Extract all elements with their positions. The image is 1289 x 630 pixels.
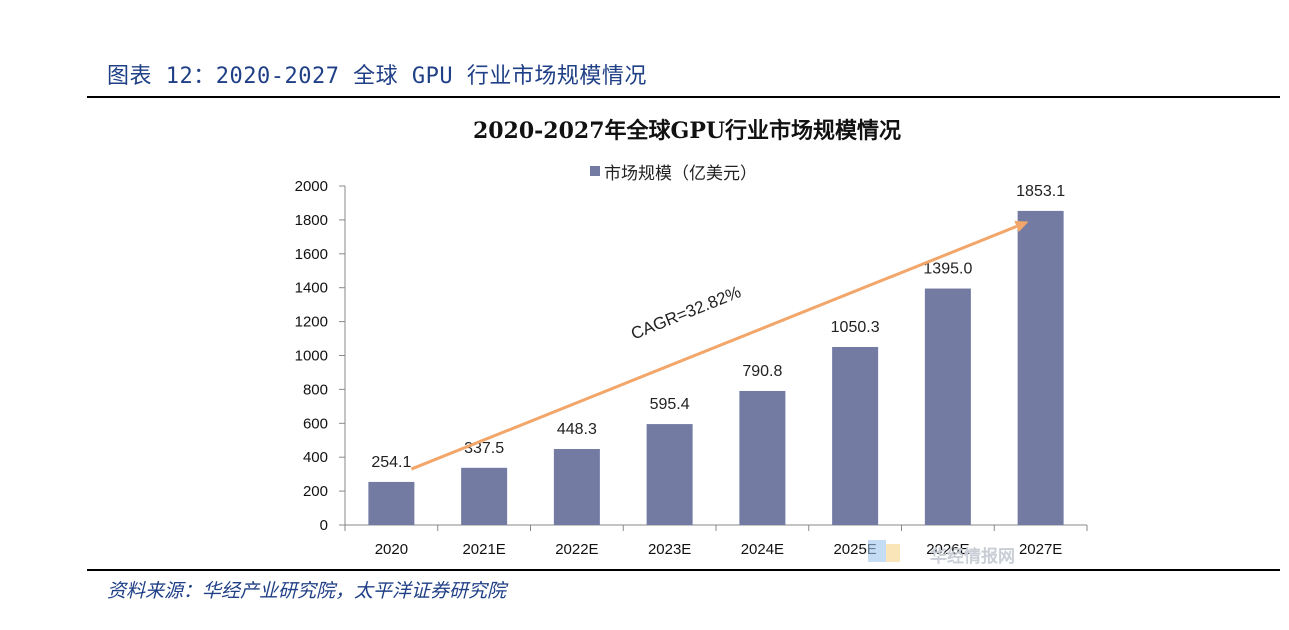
y-tick-label: 1200: [295, 314, 328, 331]
bar: [461, 467, 508, 525]
data-label: 595.4: [650, 396, 690, 413]
y-tick-label: 1400: [295, 280, 328, 297]
watermark-logo-icon: [868, 540, 886, 562]
data-labels: 254.1 337.5 448.3 595.4 790.8 1050.3 1395.0 185…: [371, 183, 1065, 471]
top-rule: [87, 96, 1280, 98]
data-label: 448.3: [557, 421, 597, 438]
y-tick-label: 1000: [295, 348, 328, 365]
bar: [739, 390, 786, 525]
x-tick-label: 2022E: [555, 541, 598, 558]
cagr-label: CAGR=32.82%: [628, 282, 743, 343]
bar: [646, 424, 693, 525]
data-label: 1853.1: [1016, 183, 1065, 200]
y-tick-label: 0: [320, 517, 328, 534]
y-tick-label: 400: [303, 449, 328, 466]
data-label: 337.5: [464, 440, 504, 457]
data-label: 254.1: [371, 454, 411, 471]
source-note: 资料来源：华经产业研究院，太平洋证券研究院: [107, 580, 507, 602]
data-label: 790.8: [742, 363, 782, 380]
bar-chart: 2020-2027年全球GPU行业市场规模情况 市场规模（亿美元） 0 200 40…: [295, 118, 1088, 567]
cagr-arrow-line: [410, 225, 1018, 471]
bar: [832, 346, 879, 525]
watermark-text: 华经情报网: [930, 546, 1015, 567]
bar: [368, 481, 415, 525]
x-tick-label: 2021E: [462, 541, 505, 558]
cagr-arrow-head: [1014, 220, 1029, 233]
x-tick-label: 2023E: [648, 541, 691, 558]
bottom-rule: [87, 569, 1280, 571]
legend: 市场规模（亿美元）: [590, 164, 757, 184]
watermark-logo-icon-accent: [886, 544, 900, 562]
y-axis: 0 200 400 600 800 1000 1200 1400 1600 1800 2000: [295, 178, 346, 534]
x-tick-label: 2027E: [1019, 541, 1062, 558]
x-tick-label: 2020: [375, 541, 408, 558]
bar-series: [368, 210, 1064, 526]
x-tick-label: 2024E: [741, 541, 784, 558]
data-label: 1050.3: [831, 319, 880, 336]
y-tick-label: 800: [303, 381, 328, 398]
x-tick-label: 2025E: [833, 541, 876, 558]
y-tick-label: 600: [303, 415, 328, 432]
legend-label: 市场规模（亿美元）: [604, 164, 757, 184]
y-tick-label: 200: [303, 483, 328, 500]
bar: [1017, 210, 1064, 526]
figure-caption: 图表 12：2020-2027 全球 GPU 行业市场规模情况: [107, 64, 647, 89]
chart-title: 2020-2027年全球GPU行业市场规模情况: [473, 118, 901, 144]
y-tick-label: 1800: [295, 212, 328, 229]
y-tick-label: 2000: [295, 178, 328, 195]
data-label: 1395.0: [923, 261, 972, 278]
legend-swatch: [590, 166, 600, 176]
watermark: 华经情报网: [868, 540, 1015, 567]
bar: [553, 449, 600, 525]
y-tick-label: 1600: [295, 246, 328, 263]
x-tick-label: 2026E: [926, 541, 969, 558]
bar: [924, 288, 971, 525]
